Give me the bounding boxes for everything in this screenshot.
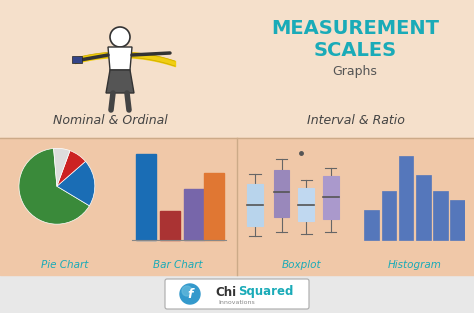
Text: Bar Chart: Bar Chart <box>153 260 203 270</box>
Polygon shape <box>106 70 134 93</box>
Text: Nominal & Ordinal: Nominal & Ordinal <box>53 115 167 127</box>
Bar <box>382 191 396 240</box>
Bar <box>433 191 447 240</box>
Text: Interval & Ratio: Interval & Ratio <box>307 115 405 127</box>
Bar <box>299 188 314 221</box>
Text: Graphs: Graphs <box>333 64 377 78</box>
Text: Pie Chart: Pie Chart <box>41 260 89 270</box>
Wedge shape <box>19 148 90 224</box>
Bar <box>204 173 224 240</box>
Wedge shape <box>57 162 95 206</box>
Wedge shape <box>54 148 70 186</box>
Bar <box>237 138 474 275</box>
Bar <box>184 189 204 240</box>
Circle shape <box>180 284 200 304</box>
Polygon shape <box>108 47 132 70</box>
Bar <box>160 211 180 240</box>
Text: Innovations: Innovations <box>219 300 255 305</box>
Bar <box>0 275 474 313</box>
Bar <box>0 138 237 275</box>
Text: MEASUREMENT: MEASUREMENT <box>271 18 439 38</box>
Bar <box>72 56 82 63</box>
Bar <box>399 156 413 240</box>
Text: Squared: Squared <box>238 285 293 299</box>
Bar <box>136 154 156 240</box>
Bar <box>450 200 465 240</box>
Text: Histogram: Histogram <box>388 260 442 270</box>
Bar <box>247 184 263 226</box>
Circle shape <box>110 27 130 47</box>
FancyBboxPatch shape <box>165 279 309 309</box>
Text: Boxplot: Boxplot <box>282 260 322 270</box>
Bar <box>274 170 290 217</box>
Bar <box>365 210 379 240</box>
Bar <box>416 175 430 240</box>
Wedge shape <box>57 151 85 186</box>
Text: Chi: Chi <box>216 285 237 299</box>
Bar <box>323 176 338 219</box>
Circle shape <box>182 286 192 296</box>
Text: SCALES: SCALES <box>313 42 397 60</box>
Text: f: f <box>187 289 193 301</box>
